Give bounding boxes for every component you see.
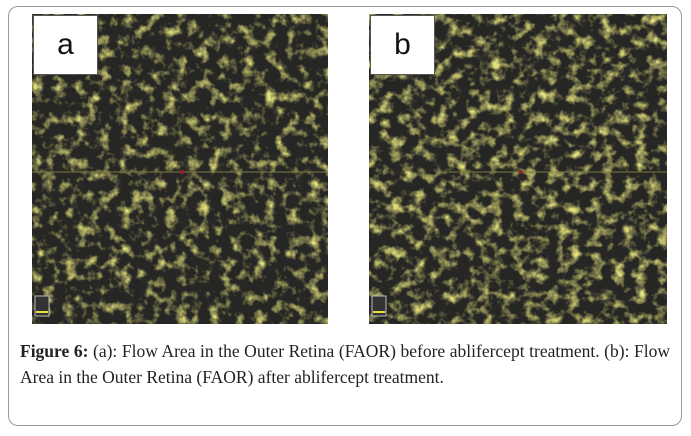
panel-a: a	[32, 14, 328, 324]
figure-caption: Figure 6: (a): Flow Area in the Outer Re…	[20, 338, 670, 390]
page: {"panels": [{"label": "a"}, {"label": "b…	[0, 0, 691, 436]
caption-text: (a): Flow Area in the Outer Retina (FAOR…	[20, 341, 670, 387]
caption-label: Figure 6:	[20, 341, 88, 361]
panel-b: b	[369, 14, 667, 324]
panel-label: a	[33, 15, 98, 75]
panel-label: b	[370, 15, 435, 75]
